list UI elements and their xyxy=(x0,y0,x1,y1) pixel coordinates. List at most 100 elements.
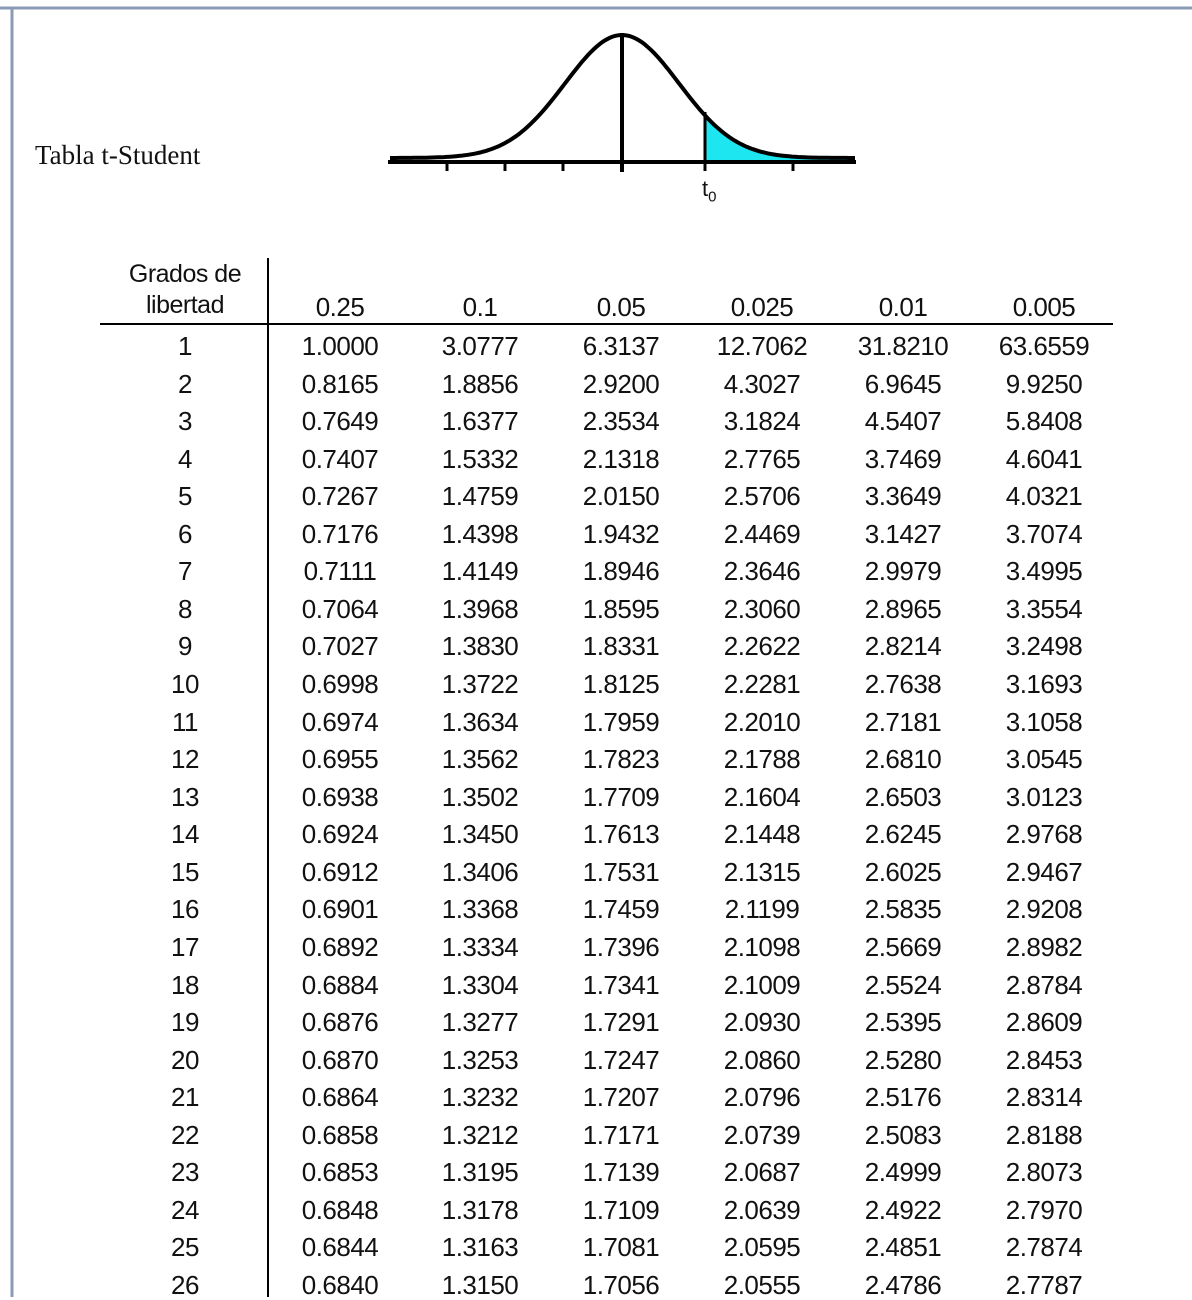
table-cell: 5.8408 xyxy=(1005,406,1083,437)
row-label: 2 xyxy=(178,368,192,399)
row-label: 19 xyxy=(171,1007,199,1038)
row-label: 11 xyxy=(172,706,199,737)
row-label: 4 xyxy=(178,443,192,474)
table-cell: 0.8165 xyxy=(301,368,379,399)
table-cell: 0.6864 xyxy=(301,1082,379,1113)
table-cell: 1.3178 xyxy=(441,1194,519,1225)
table-cell: 9.9250 xyxy=(1005,368,1083,399)
table-cell: 4.6041 xyxy=(1005,443,1083,474)
table-cell: 2.9979 xyxy=(864,556,942,587)
table-cell: 2.3646 xyxy=(723,556,801,587)
row-label: 14 xyxy=(171,819,199,850)
table-cell: 2.0150 xyxy=(582,481,660,512)
table-cell: 2.5706 xyxy=(723,481,801,512)
table-cell: 2.1448 xyxy=(723,819,801,850)
table-cell: 2.1098 xyxy=(723,931,801,962)
row-label: 10 xyxy=(171,669,199,700)
column-header: 0.05 xyxy=(596,292,646,322)
table-cell: 2.1199 xyxy=(724,894,800,925)
table-cell: 0.6892 xyxy=(301,931,379,962)
column-header: Grados de libertad xyxy=(128,260,242,319)
table-cell: 1.7207 xyxy=(582,1082,660,1113)
table-cell: 4.3027 xyxy=(723,368,801,399)
table-cell: 3.1693 xyxy=(1005,669,1083,700)
table-cell: 0.6848 xyxy=(301,1194,379,1225)
table-cell: 3.1427 xyxy=(864,518,942,549)
table-cell: 1.6377 xyxy=(441,406,519,437)
table-cell: 1.3334 xyxy=(441,931,519,962)
table-cell: 1.3253 xyxy=(441,1044,519,1075)
table-cell: 2.7787 xyxy=(1005,1270,1083,1300)
table-cell: 63.6559 xyxy=(998,331,1090,361)
table-cell: 1.3634 xyxy=(441,706,519,737)
row-label: 21 xyxy=(171,1082,199,1113)
table-cell: 2.8965 xyxy=(864,593,942,624)
table-cell: 0.6870 xyxy=(301,1044,379,1075)
row-label: 26 xyxy=(171,1270,199,1300)
table-cell: 3.1058 xyxy=(1005,706,1083,737)
table-cell: 2.5524 xyxy=(864,969,942,1000)
table-cell: 2.1315 xyxy=(723,856,801,887)
table-cell: 0.6924 xyxy=(301,819,379,850)
table-cell: 2.9208 xyxy=(1005,894,1083,925)
table-cell: 2.9768 xyxy=(1005,819,1083,850)
table-cell: 1.7341 xyxy=(582,969,660,1000)
table-cell: 1.7056 xyxy=(582,1270,660,1300)
table-cell: 1.3212 xyxy=(441,1119,519,1150)
table-cell: 12.7062 xyxy=(716,331,808,361)
table-cell: 1.3304 xyxy=(441,969,519,1000)
table-cell: 1.8856 xyxy=(441,368,519,399)
table-cell: 1.3562 xyxy=(441,744,519,775)
table-cell: 1.7396 xyxy=(582,931,660,962)
table-cell: 1.7531 xyxy=(582,856,660,887)
table-cell: 2.7181 xyxy=(864,706,942,737)
table-cell: 2.5669 xyxy=(864,931,942,962)
column-header: 0.1 xyxy=(462,292,498,322)
table-cell: 1.3195 xyxy=(441,1157,519,1188)
table-cell: 2.7874 xyxy=(1005,1232,1083,1263)
table-cell: 2.5083 xyxy=(864,1119,942,1150)
table-cell: 3.0777 xyxy=(441,331,519,361)
table-cell: 1.7109 xyxy=(582,1194,660,1225)
table-cell: 2.3534 xyxy=(582,406,660,437)
table-cell: 0.7111 xyxy=(303,556,377,587)
table-cell: 1.8331 xyxy=(582,631,660,662)
table-cell: 3.4995 xyxy=(1005,556,1083,587)
table-cell: 1.7081 xyxy=(582,1232,660,1263)
table-cell: 2.8314 xyxy=(1005,1082,1083,1113)
row-label: 25 xyxy=(171,1232,199,1263)
table-cell: 2.8188 xyxy=(1005,1119,1083,1150)
table-cell: 2.5395 xyxy=(864,1007,942,1038)
table-cell: 2.3060 xyxy=(723,593,801,624)
table-cell: 3.3649 xyxy=(864,481,942,512)
table-cell: 2.0739 xyxy=(723,1119,801,1150)
table-cell: 2.8453 xyxy=(1005,1044,1083,1075)
table-cell: 1.3277 xyxy=(441,1007,519,1038)
table-cell: 2.8609 xyxy=(1005,1007,1083,1038)
row-label: 18 xyxy=(171,969,199,1000)
table-cell: 1.4398 xyxy=(441,518,519,549)
table-cell: 2.0555 xyxy=(723,1270,801,1300)
row-label: 9 xyxy=(178,631,192,662)
table-cell: 1.3406 xyxy=(441,856,519,887)
table-cell: 4.5407 xyxy=(864,406,942,437)
table-cell: 1.3163 xyxy=(441,1232,519,1263)
table-cell: 1.7139 xyxy=(582,1157,660,1188)
table-cell: 0.6840 xyxy=(301,1270,379,1300)
table-cell: 6.3137 xyxy=(582,331,660,361)
table-cell: 3.7469 xyxy=(864,443,942,474)
table-cell: 1.4759 xyxy=(441,481,519,512)
row-label: 20 xyxy=(171,1044,199,1075)
table-cell: 1.8946 xyxy=(582,556,660,587)
table-cell: 6.9645 xyxy=(864,368,942,399)
table-cell: 2.6025 xyxy=(864,856,942,887)
table-cell: 2.4922 xyxy=(864,1194,942,1225)
table-cell: 2.0687 xyxy=(723,1157,801,1188)
table-cell: 2.1788 xyxy=(723,744,801,775)
table-cell: 2.4469 xyxy=(723,518,801,549)
table-cell: 2.1009 xyxy=(723,969,801,1000)
row-label: 16 xyxy=(171,894,199,925)
column-header: 0.01 xyxy=(878,292,928,322)
table-cell: 2.5176 xyxy=(864,1082,942,1113)
